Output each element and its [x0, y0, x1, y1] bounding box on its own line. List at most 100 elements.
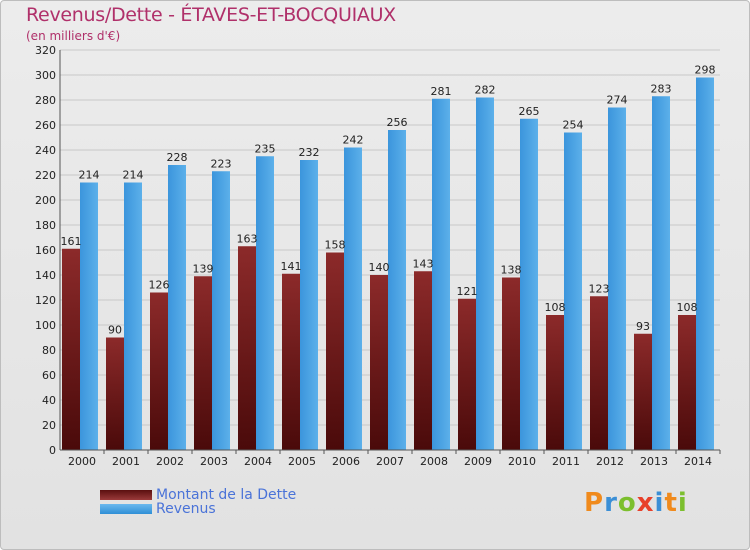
data-label: 274 — [607, 94, 628, 107]
legend-item-revenus: Revenus — [100, 501, 216, 517]
bar-revenus — [476, 97, 494, 450]
bar-revenus — [80, 182, 98, 450]
legend-item-dette: Montant de la Dette — [100, 487, 297, 503]
data-label: 93 — [636, 320, 650, 333]
bar-revenus — [256, 156, 274, 450]
data-label: 298 — [695, 64, 716, 77]
bar-dette — [326, 252, 344, 450]
y-tick-label: 240 — [35, 144, 56, 157]
bar-dette — [414, 271, 432, 450]
bar-revenus — [520, 118, 538, 450]
x-tick-label: 2013 — [640, 455, 668, 468]
legend-label-dette: Montant de la Dette — [156, 487, 297, 503]
data-label: 163 — [237, 232, 258, 245]
bar-dette — [546, 315, 564, 450]
data-label: 282 — [475, 84, 496, 97]
y-tick-label: 80 — [42, 344, 56, 357]
data-label: 242 — [343, 134, 364, 147]
y-tick-label: 120 — [35, 294, 56, 307]
chart-title: Revenus/Dette - ÉTAVES-ET-BOCQUIAUX — [26, 4, 396, 26]
y-tick-label: 40 — [42, 394, 56, 407]
bar-dette — [62, 248, 80, 450]
data-label: 121 — [457, 285, 478, 298]
bar-revenus — [564, 132, 582, 450]
data-label: 140 — [369, 261, 390, 274]
bar-revenus — [212, 171, 230, 450]
bars-layer — [62, 77, 714, 450]
data-label: 228 — [167, 151, 188, 164]
legend-swatch-revenus — [100, 504, 152, 514]
bar-revenus — [696, 77, 714, 450]
bar-revenus — [300, 160, 318, 450]
x-tick-label: 2001 — [112, 455, 140, 468]
y-tick-label: 60 — [42, 369, 56, 382]
data-label: 214 — [123, 169, 144, 182]
proxiti-logo: Proxiti — [584, 488, 688, 518]
data-label: 283 — [651, 82, 672, 95]
x-tick-label: 2010 — [508, 455, 536, 468]
data-labels-layer: 161 214 90 214 126 228 139 223 163 235 141 232 158 24… — [61, 64, 716, 337]
bar-dette — [458, 298, 476, 450]
bar-revenus — [432, 98, 450, 450]
data-label: 126 — [149, 279, 170, 292]
chart-subtitle: (en milliers d'€) — [26, 29, 121, 43]
y-tick-label: 260 — [35, 119, 56, 132]
y-tick-label: 320 — [35, 44, 56, 57]
x-tick-label: 2002 — [156, 455, 184, 468]
x-tick-label: 2003 — [200, 455, 228, 468]
x-tick-label: 2006 — [332, 455, 360, 468]
y-tick-label: 300 — [35, 69, 56, 82]
data-label: 143 — [413, 257, 434, 270]
y-tick-label: 140 — [35, 269, 56, 282]
bar-dette — [282, 273, 300, 450]
data-label: 281 — [431, 85, 452, 98]
data-label: 90 — [108, 324, 122, 337]
bar-dette — [150, 292, 168, 450]
data-label: 232 — [299, 146, 320, 159]
data-label: 161 — [61, 235, 82, 248]
y-tick-label: 0 — [49, 444, 56, 457]
bar-revenus — [124, 182, 142, 450]
data-label: 223 — [211, 157, 232, 170]
legend-label-revenus: Revenus — [156, 501, 216, 517]
x-tick-label: 2005 — [288, 455, 316, 468]
data-label: 214 — [79, 169, 100, 182]
data-label: 139 — [193, 262, 214, 275]
x-tick-label: 2008 — [420, 455, 448, 468]
bar-dette — [106, 337, 124, 450]
data-label: 138 — [501, 264, 522, 277]
data-label: 141 — [281, 260, 302, 273]
data-label: 235 — [255, 142, 276, 155]
bar-dette — [590, 296, 608, 450]
bar-dette — [502, 277, 520, 450]
y-tick-label: 220 — [35, 169, 56, 182]
legend-swatch-dette — [100, 490, 152, 500]
y-tick-label: 100 — [35, 319, 56, 332]
bar-revenus — [652, 96, 670, 450]
bar-revenus — [388, 130, 406, 450]
data-label: 158 — [325, 239, 346, 252]
data-label: 108 — [545, 301, 566, 314]
y-tick-label: 200 — [35, 194, 56, 207]
data-label: 108 — [677, 301, 698, 314]
data-label: 123 — [589, 282, 610, 295]
y-tick-label: 180 — [35, 219, 56, 232]
x-tick-label: 2000 — [68, 455, 96, 468]
bar-dette — [634, 333, 652, 450]
x-tick-label: 2014 — [684, 455, 712, 468]
y-tick-label: 160 — [35, 244, 56, 257]
axis-layer: 0 20 40 60 80 100 120 140 160 180 200 220 240 260 280 3… — [35, 44, 721, 468]
bar-dette — [194, 276, 212, 450]
bar-revenus — [608, 107, 626, 450]
x-tick-label: 2007 — [376, 455, 404, 468]
x-tick-label: 2009 — [464, 455, 492, 468]
bar-revenus — [344, 147, 362, 450]
bar-revenus — [168, 165, 186, 450]
data-label: 256 — [387, 116, 408, 129]
y-tick-label: 20 — [42, 419, 56, 432]
data-label: 265 — [519, 105, 540, 118]
bar-dette — [678, 315, 696, 450]
bar-dette — [238, 246, 256, 450]
data-label: 254 — [563, 119, 584, 132]
